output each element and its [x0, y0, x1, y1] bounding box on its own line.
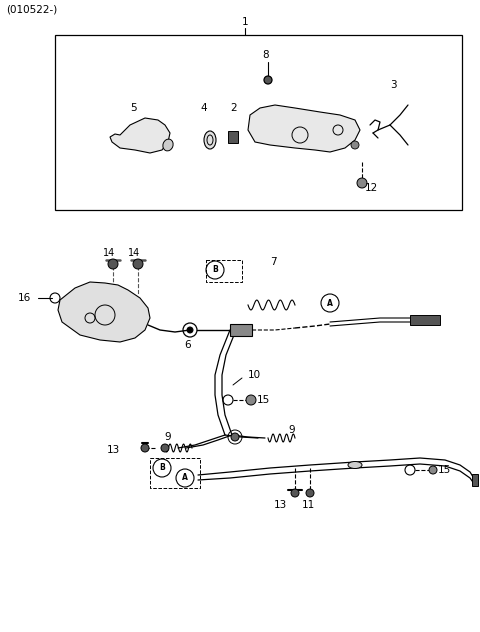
Circle shape: [306, 489, 314, 497]
Circle shape: [108, 259, 118, 269]
Text: B: B: [159, 463, 165, 473]
Circle shape: [291, 489, 299, 497]
Bar: [410, 315, 440, 325]
Polygon shape: [248, 105, 360, 152]
Circle shape: [357, 178, 367, 188]
Text: 14: 14: [128, 248, 140, 258]
Ellipse shape: [163, 139, 173, 151]
Text: 6: 6: [185, 340, 192, 350]
Text: 9: 9: [165, 432, 171, 442]
Text: 11: 11: [301, 500, 314, 510]
Circle shape: [264, 76, 272, 84]
Text: 3: 3: [390, 80, 396, 90]
Text: 16: 16: [18, 293, 31, 303]
Ellipse shape: [204, 131, 216, 149]
Text: 13: 13: [274, 500, 287, 510]
Circle shape: [231, 433, 239, 441]
Ellipse shape: [348, 461, 362, 468]
Bar: [230, 324, 252, 336]
Bar: [55, 35, 462, 210]
Text: A: A: [327, 298, 333, 308]
Text: 12: 12: [365, 183, 378, 193]
Text: 7: 7: [270, 257, 276, 267]
Text: 10: 10: [248, 370, 261, 380]
Text: 9: 9: [288, 425, 295, 435]
Circle shape: [161, 444, 169, 452]
Circle shape: [429, 466, 437, 474]
Text: B: B: [212, 265, 218, 274]
Circle shape: [141, 444, 149, 452]
Circle shape: [187, 327, 193, 333]
Text: (010522-): (010522-): [6, 5, 57, 15]
Polygon shape: [58, 282, 150, 342]
Bar: [228, 131, 238, 143]
Text: 2: 2: [230, 103, 237, 113]
Text: A: A: [182, 473, 188, 482]
Bar: [472, 474, 478, 486]
Circle shape: [246, 395, 256, 405]
Text: 15: 15: [438, 465, 451, 475]
Text: 14: 14: [103, 248, 115, 258]
Circle shape: [351, 141, 359, 149]
Circle shape: [133, 259, 143, 269]
Text: 15: 15: [257, 395, 270, 405]
Text: 13: 13: [107, 445, 120, 455]
Text: 8: 8: [262, 50, 269, 60]
Text: 5: 5: [130, 103, 137, 113]
Text: 1: 1: [242, 17, 248, 27]
Text: 4: 4: [200, 103, 206, 113]
Polygon shape: [110, 118, 170, 153]
